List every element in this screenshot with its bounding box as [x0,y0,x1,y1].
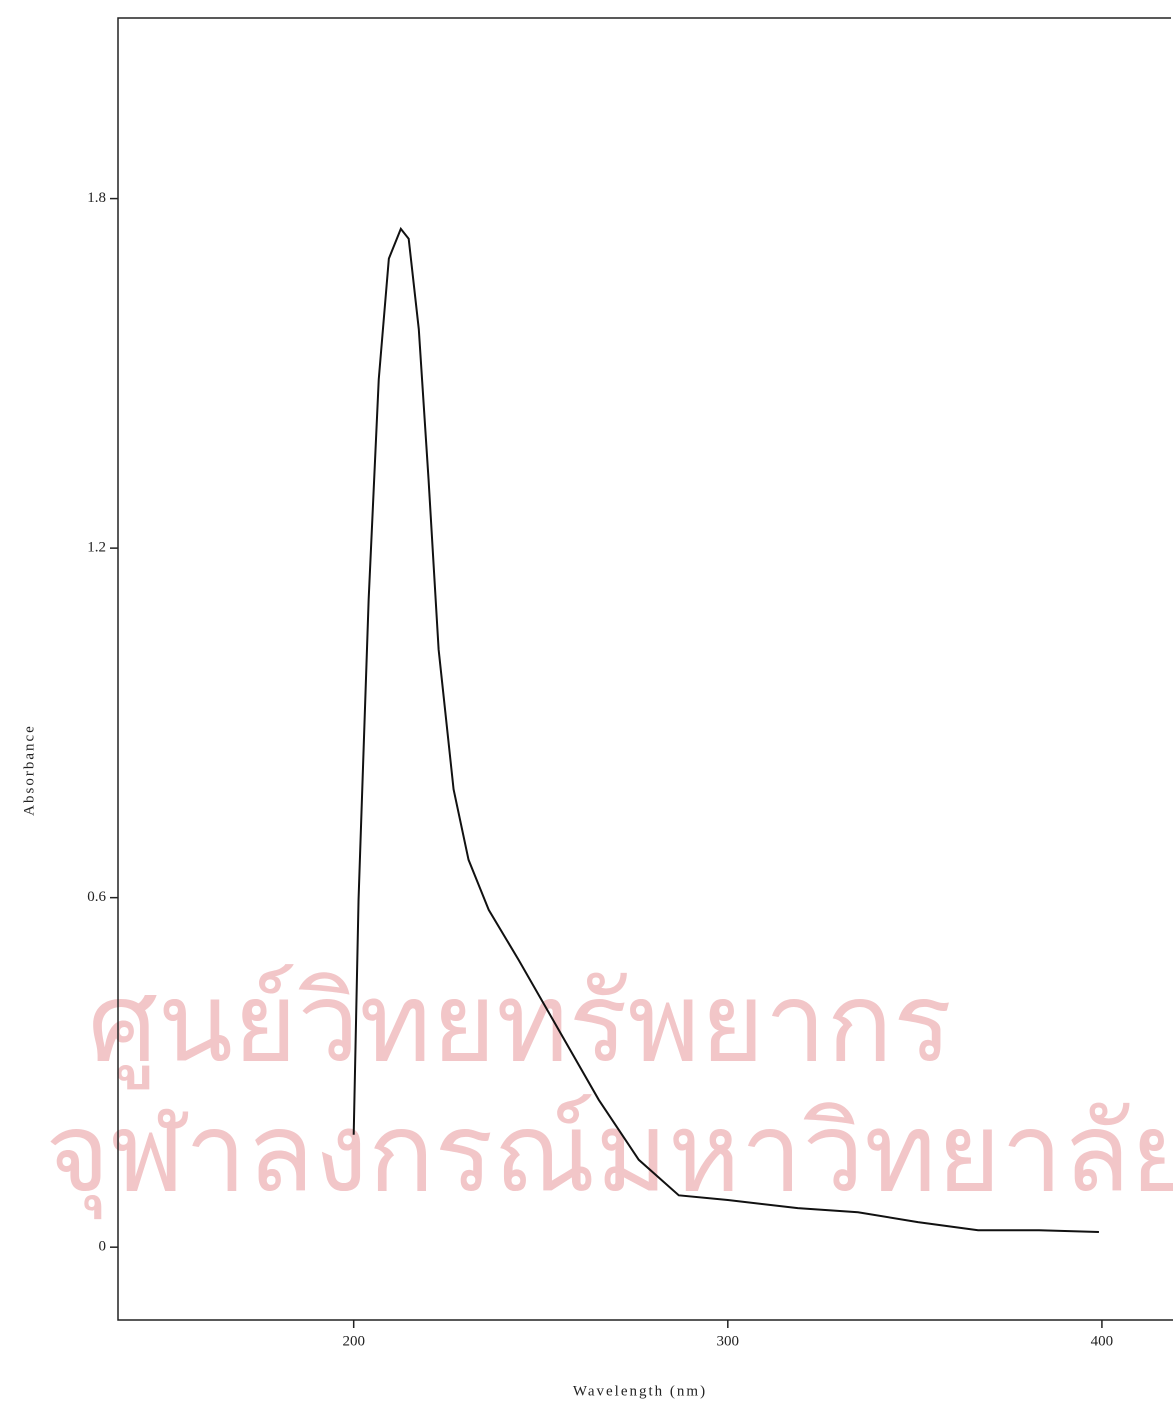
axis-frame [117,17,1173,1321]
x-tick-label: 400 [1091,1333,1114,1349]
y-tick-label: 0.6 [87,889,106,905]
y-tick-label: 0 [99,1239,107,1255]
x-tick-label: 300 [717,1333,740,1349]
spectrum-line [352,226,1099,1234]
y-tick-label: 1.2 [87,540,106,556]
watermark: ศูนย์วิทยทรัพยากร [88,958,952,1089]
y-tick-label: 1.8 [87,190,106,206]
x-axis-label: Wavelength (nm) [573,1383,707,1399]
watermark: จุฬาลงกรณ์มหาวิทยาลัย [45,1088,1173,1219]
y-axis-label: Absorbance [21,724,37,816]
x-tick-label: 200 [342,1333,365,1349]
